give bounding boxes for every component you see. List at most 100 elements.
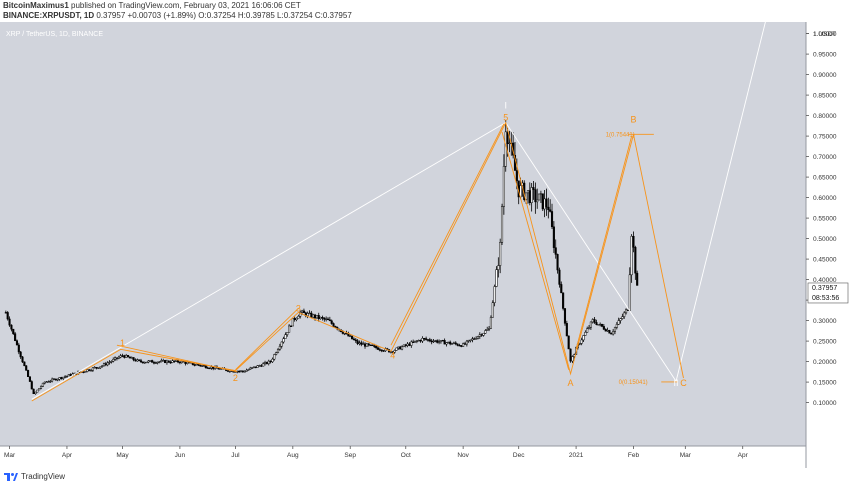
candle-body: [406, 343, 409, 346]
candle-body: [34, 391, 37, 394]
candle-body: [139, 360, 143, 363]
candle-body: [428, 339, 431, 342]
fib-level-label: 0(0.15041): [619, 380, 648, 386]
candle-body: [178, 361, 181, 364]
candle-body: [313, 314, 317, 319]
candle-body: [382, 350, 385, 352]
candle-body: [280, 341, 283, 347]
candle-body: [58, 377, 61, 380]
candle-body: [363, 343, 367, 347]
candle-body: [36, 389, 39, 393]
candle-body: [608, 330, 611, 334]
price-tick-label: 0.80000: [813, 113, 837, 120]
price-tick-label: 0.75000: [813, 134, 837, 141]
candle-body: [352, 338, 355, 341]
candle-body: [193, 364, 196, 366]
candle-body: [591, 319, 594, 323]
candle-body: [552, 226, 555, 248]
candle-body: [269, 360, 272, 363]
footer: TradingView: [0, 468, 850, 486]
candle-body: [586, 328, 589, 333]
price-tick-label: 0.50000: [813, 236, 837, 243]
candle-body: [201, 365, 204, 367]
candle-body: [606, 330, 609, 332]
candle-body: [138, 359, 141, 361]
candle-body: [423, 338, 426, 340]
candle-body: [369, 344, 372, 346]
candle-body: [219, 368, 222, 370]
candle-body: [465, 340, 468, 345]
candle-body: [560, 284, 563, 294]
candle-body: [260, 365, 263, 367]
candle-body: [508, 142, 511, 145]
candle-body: [145, 361, 148, 364]
candle-body: [628, 274, 631, 311]
candle-body: [206, 367, 209, 369]
candle-body: [69, 374, 72, 377]
candle-body: [108, 361, 111, 364]
price-tick-label: 0.30000: [813, 318, 837, 325]
candle-body: [265, 362, 268, 364]
candle-body: [164, 360, 167, 364]
price-badge-box: [807, 282, 849, 304]
candle-body: [502, 166, 505, 207]
candle-body: [584, 332, 587, 336]
candle-body: [152, 362, 156, 364]
candle-body: [217, 367, 220, 370]
candle-body: [263, 362, 267, 364]
wave-label: 5: [503, 113, 508, 123]
candle-body: [441, 340, 444, 342]
candle-body: [91, 367, 94, 371]
candle-body: [199, 364, 202, 367]
candle-body: [360, 342, 363, 345]
candle-body: [184, 361, 187, 364]
high-label: H:: [237, 11, 246, 20]
candle-body: [345, 332, 348, 335]
price-tick-label: 0.90000: [813, 72, 837, 79]
price-tick-label: 0.65000: [813, 175, 837, 182]
candle-body: [504, 131, 507, 167]
candle-body: [454, 342, 457, 345]
candle-body: [600, 323, 604, 327]
candle-body: [413, 340, 417, 343]
tradingview-logo[interactable]: TradingView: [4, 471, 65, 481]
candle-body: [417, 339, 420, 342]
candle-body: [349, 335, 352, 338]
candle-body: [151, 360, 154, 363]
candle-body: [60, 377, 63, 379]
orange-wave-line: [31, 121, 684, 402]
candle-body: [256, 365, 259, 368]
candle-body: [478, 334, 481, 337]
candle-body: [128, 356, 131, 359]
candle-body: [626, 309, 629, 311]
candle-body: [430, 340, 433, 343]
candle-body: [315, 315, 318, 319]
time-tick-label: Mar: [4, 452, 16, 459]
roman-label: I: [504, 100, 507, 110]
candle-body: [621, 316, 624, 319]
tradingview-icon: [4, 473, 18, 481]
candle-body: [563, 308, 567, 324]
price-badge-countdown: 08:53:56: [812, 295, 839, 302]
price-tick-label: 0.25000: [813, 339, 837, 346]
candle-body: [154, 362, 157, 364]
candle-body: [19, 351, 22, 358]
chart-area[interactable]: XRP / TetherUS, 1D, BINANCE 1(0.75441) 0(…: [0, 22, 850, 468]
price-tick-label: 0.10000: [813, 400, 837, 407]
roman-label: II: [674, 378, 679, 388]
candle-body: [232, 371, 235, 373]
candle-body: [462, 343, 465, 347]
time-tick-label: 2021: [569, 452, 584, 459]
candle-body: [134, 359, 137, 362]
time-tick-label: Nov: [457, 452, 469, 459]
last-price-badge: 0.37957 08:53:56: [807, 282, 849, 304]
candle-body: [599, 323, 602, 326]
price-tick-label: 0.40000: [813, 277, 837, 284]
candle-body: [358, 342, 361, 344]
candle-body: [210, 366, 213, 369]
candle-body: [126, 355, 130, 358]
candle-body: [532, 187, 535, 190]
publish-info: published on TradingView.com, February 0…: [71, 1, 301, 10]
price-chart[interactable]: XRP / TetherUS, 1D, BINANCE 1(0.75441) 0(…: [0, 22, 850, 468]
price-badge-value: 0.37957: [812, 285, 837, 292]
